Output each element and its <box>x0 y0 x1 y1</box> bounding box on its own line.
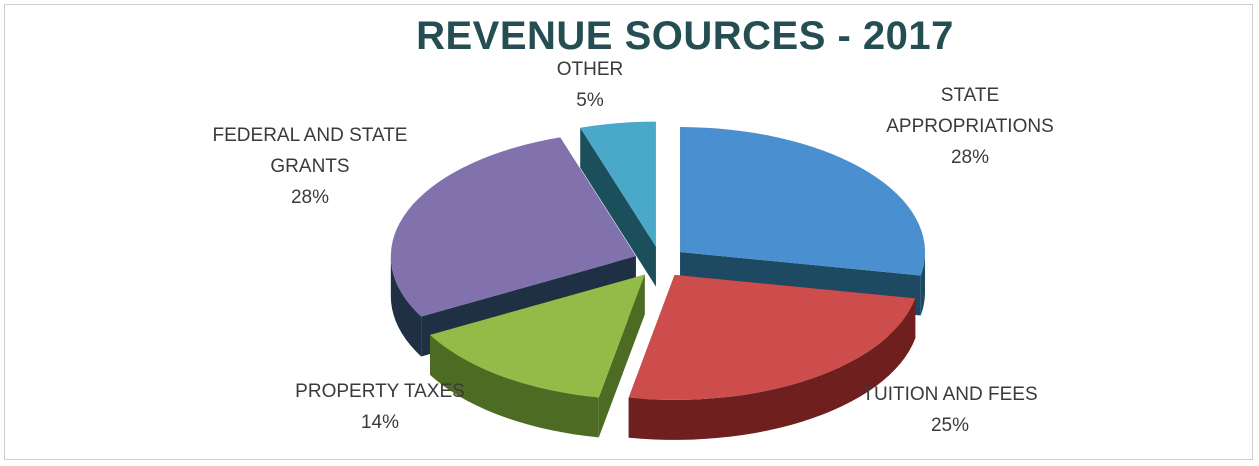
slice-top-state-appropriations <box>680 127 925 276</box>
slice-label-property-taxes: PROPERTY TAXES 14% <box>270 376 490 438</box>
slice-value-other: 5% <box>576 90 604 111</box>
slice-name-federal-and-state-grants: FEDERAL AND STATE GRANTS <box>212 125 408 177</box>
slice-name-other: OTHER <box>556 59 624 80</box>
slice-top-federal-and-state-grants <box>390 137 636 317</box>
pie-slice-tuition-and-fees <box>628 274 916 440</box>
chart-title: REVENUE SOURCES - 2017 <box>416 14 954 58</box>
slice-label-federal-and-state-grants: FEDERAL AND STATE GRANTS 28% <box>190 120 430 213</box>
slice-label-state-appropriations: STATE APPROPRIATIONS 28% <box>870 80 1070 173</box>
slice-value-property-taxes: 14% <box>360 412 400 433</box>
slice-value-state-appropriations: 28% <box>950 147 990 168</box>
slice-name-property-taxes: PROPERTY TAXES <box>295 381 465 402</box>
slice-rim-federal-and-state-grants <box>390 256 422 357</box>
slice-value-tuition-and-fees: 25% <box>930 415 970 436</box>
slice-name-state-appropriations: STATE APPROPRIATIONS <box>886 85 1054 137</box>
slice-rim-tuition-and-fees <box>628 298 916 440</box>
slice-label-tuition-and-fees: TUITION AND FEES 25% <box>820 379 1080 441</box>
slice-rim-property-taxes <box>430 334 599 438</box>
slice-top-property-taxes <box>430 274 645 398</box>
slice-value-federal-and-state-grants: 28% <box>290 187 330 208</box>
slice-top-other <box>580 121 656 247</box>
slice-top-tuition-and-fees <box>628 274 916 400</box>
pie-slice-property-taxes <box>430 274 645 438</box>
slice-label-other: OTHER 5% <box>530 54 650 116</box>
slice-rim-state-appropriations <box>920 252 926 316</box>
slice-wall-other-0 <box>580 127 656 287</box>
slice-name-tuition-and-fees: TUITION AND FEES <box>862 384 1038 405</box>
pie-slices <box>390 121 926 440</box>
pie-slice-other <box>580 121 656 287</box>
